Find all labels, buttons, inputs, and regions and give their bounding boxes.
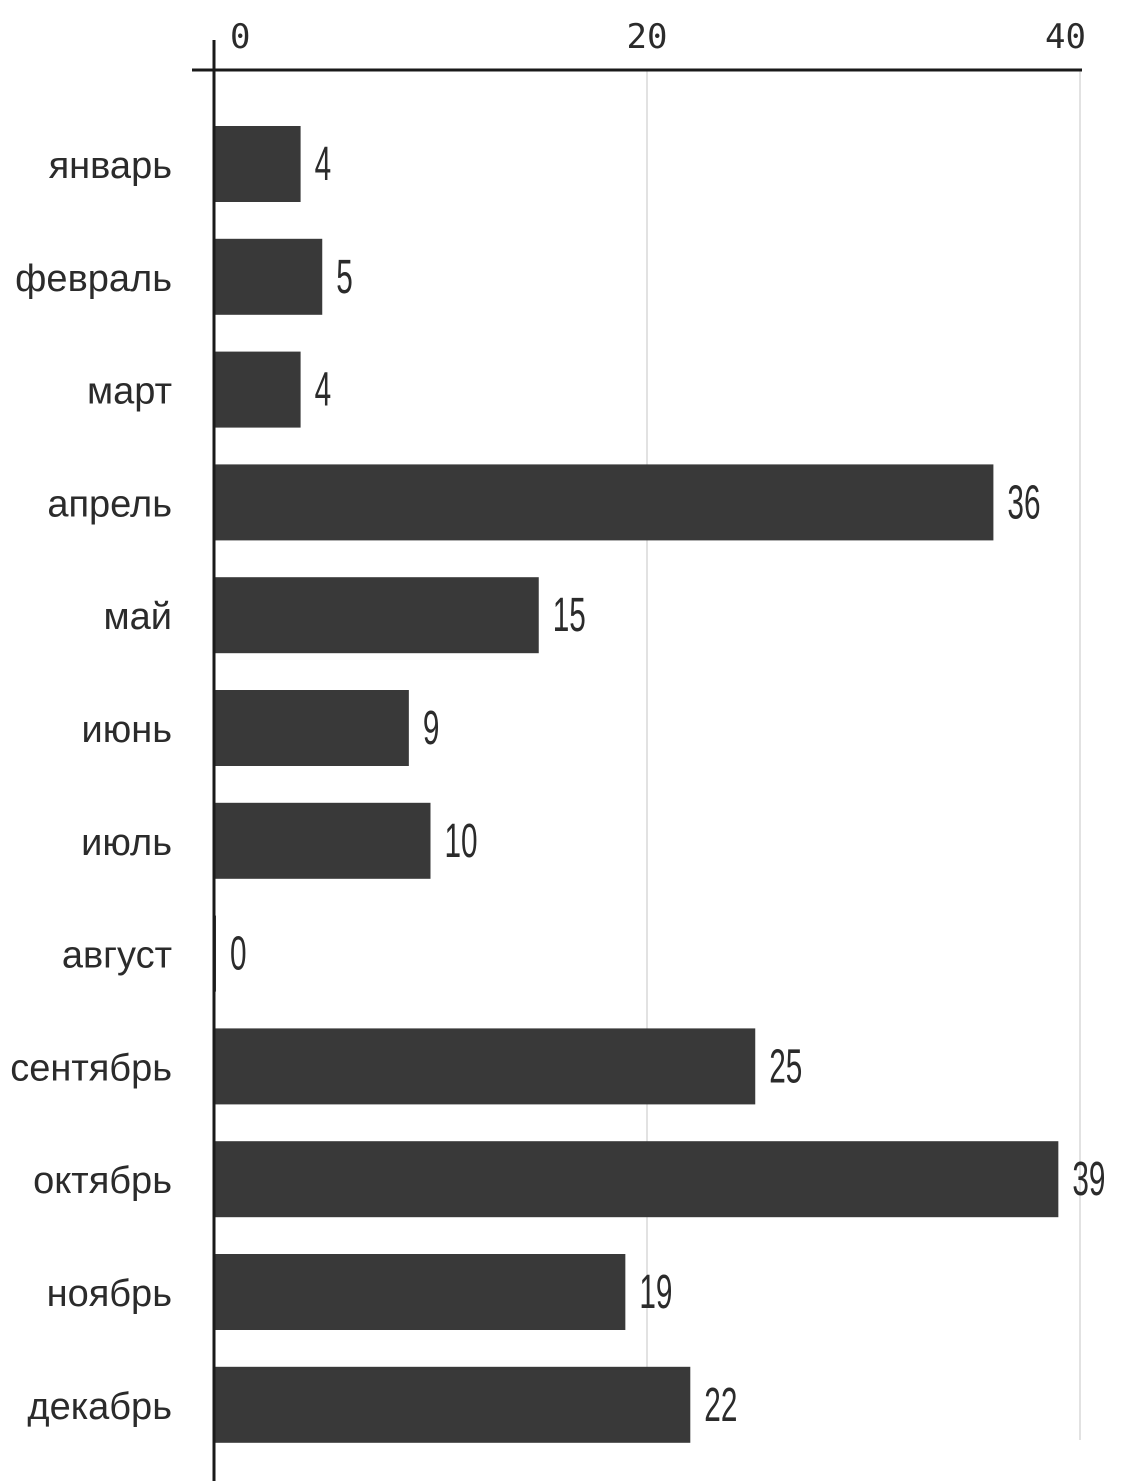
axes [192,40,1082,1481]
bar-0 [214,126,301,202]
value-label-11: 22 [704,1379,737,1432]
value-label-9: 39 [1072,1153,1105,1206]
category-label-2: март [87,371,172,413]
category-label-7: август [62,935,172,977]
value-label-5: 9 [423,702,440,755]
category-label-5: июнь [81,709,172,751]
category-labels: январь февраль март апрель май июнь июль август… [10,145,172,1428]
value-label-3: 36 [1007,476,1040,529]
category-label-1: февраль [15,258,172,300]
value-label-7: 0 [230,928,247,981]
value-label-4: 15 [553,589,586,642]
category-label-8: сентябрь [10,1047,172,1089]
x-tick-label-40: 40 [1045,17,1086,57]
value-label-1: 5 [336,251,353,304]
bar-11 [214,1366,691,1443]
bar-5 [214,690,409,766]
bars [214,126,1059,1443]
value-label-0: 4 [315,138,332,191]
bar-10 [214,1254,626,1330]
bar-3 [214,464,994,541]
value-labels: 4 5 4 36 15 9 10 0 25 39 19 22 [230,138,1105,1432]
value-label-2: 4 [315,364,332,417]
bar-1 [214,238,323,315]
bar-6 [214,802,431,879]
x-tick-label-20: 20 [627,17,668,57]
category-label-11: декабрь [27,1386,172,1428]
bar-4 [214,577,539,654]
bar-2 [214,351,301,428]
category-label-9: октябрь [33,1160,172,1202]
category-label-0: январь [49,145,172,187]
bar-9 [214,1141,1059,1218]
value-label-6: 10 [445,815,478,868]
grid-lines [646,70,1081,1440]
x-tick-labels: 0 20 40 [230,17,1086,57]
category-label-3: апрель [47,483,172,525]
value-label-10: 19 [639,1266,672,1319]
category-label-10: ноябрь [47,1273,172,1315]
bar-8 [214,1028,756,1105]
value-label-8: 25 [769,1040,802,1093]
category-label-6: июль [81,822,172,864]
category-label-4: май [104,596,173,638]
x-tick-label-0: 0 [230,17,250,57]
